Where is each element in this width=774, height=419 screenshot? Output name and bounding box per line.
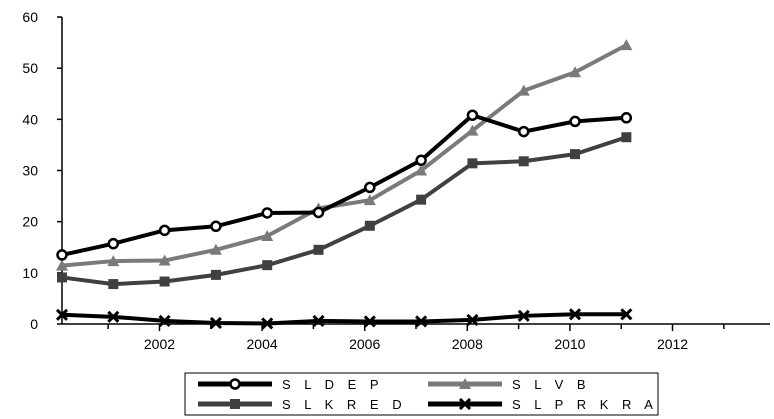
legend-item-slprkra: S L P R K R A (428, 397, 658, 412)
data-point-slprkra (568, 308, 582, 321)
legend-marker-sldep (229, 378, 241, 390)
legend: S L D E P S L V B S L K R E D S L P R K … (184, 372, 659, 416)
data-point-slprkra (466, 313, 479, 326)
data-point-slvb (620, 39, 633, 51)
series-slprkra (55, 308, 633, 330)
x-tick-label: 2010 (554, 336, 585, 352)
x-tick-label: 2004 (247, 336, 278, 352)
data-point-slkred (467, 158, 478, 169)
data-point-slvb (261, 229, 274, 241)
data-point-slkred (108, 279, 119, 290)
data-point-slvb (517, 84, 530, 96)
legend-marker-slprkra (458, 397, 472, 411)
data-point-slprkra (517, 309, 530, 322)
x-tick-label: 2006 (349, 336, 380, 352)
series-line-slvb (61, 43, 628, 268)
data-point-slkred (570, 149, 581, 160)
data-point-slprkra (415, 315, 428, 328)
data-point-slprkra (55, 308, 69, 321)
data-point-slvb (466, 124, 479, 136)
series-slkred (57, 132, 632, 290)
data-point-slkred (210, 269, 221, 280)
data-point-slprkra (209, 316, 222, 330)
x-tick-label: 2008 (452, 336, 483, 352)
series-sldep (56, 109, 633, 261)
data-point-sldep (569, 115, 581, 128)
series-line-slprkra (61, 312, 627, 326)
data-point-sldep (158, 224, 171, 237)
data-point-slvb (56, 259, 68, 271)
data-point-sldep (517, 125, 530, 138)
data-point-slkred (364, 220, 375, 231)
data-point-slvb (569, 66, 582, 78)
data-point-slvb (209, 243, 222, 255)
data-point-slprkra (312, 314, 325, 327)
y-tick-label: 20 (22, 214, 38, 230)
axes: 0 10 20 30 40 50 60 2002 2004 2006 2008 2010 2012 (22, 9, 770, 352)
series-line-sldep (61, 113, 627, 257)
data-point-sldep (312, 206, 325, 219)
series-layer (55, 39, 633, 330)
data-point-slkred (159, 276, 170, 287)
data-point-slvb (415, 164, 428, 176)
data-point-slkred (57, 272, 67, 283)
data-point-sldep (620, 112, 633, 124)
x-tick-label: 2002 (144, 336, 175, 352)
data-point-sldep (107, 237, 120, 250)
data-point-slkred (313, 244, 324, 255)
data-point-slkred (518, 156, 529, 167)
data-point-slvb (363, 194, 376, 206)
data-point-sldep (364, 181, 376, 194)
data-point-slprkra (107, 310, 120, 323)
legend-item-sldep: S L D E P (198, 377, 384, 392)
x-tick-label: 2012 (657, 336, 688, 352)
data-point-slvb (158, 254, 171, 266)
y-tick-label: 10 (22, 265, 38, 281)
data-point-slprkra (620, 308, 633, 321)
legend-box (184, 372, 659, 416)
y-tick-label: 40 (22, 111, 38, 127)
data-point-slkred (262, 260, 273, 271)
legend-label-slkred: S L K R E D (282, 397, 407, 412)
data-point-slkred (621, 132, 632, 143)
legend-item-slvb: S L V B (428, 377, 591, 392)
legend-label-slprkra: S L P R K R A (512, 397, 658, 412)
y-tick-label: 0 (30, 316, 38, 332)
data-point-sldep (415, 154, 427, 167)
y-tick-label: 60 (22, 9, 38, 25)
series-slvb (56, 39, 633, 271)
data-point-sldep (261, 207, 273, 219)
legend-marker-slvb (459, 378, 471, 389)
y-tick-label: 50 (22, 60, 38, 76)
data-point-slkred (416, 194, 427, 205)
y-tick-label: 30 (22, 163, 38, 179)
legend-item-slkred: S L K R E D (198, 397, 407, 412)
data-point-slvb (107, 255, 120, 267)
legend-label-slvb: S L V B (512, 377, 591, 392)
data-point-slprkra (158, 314, 171, 327)
data-point-sldep (466, 109, 479, 121)
series-line-slkred (61, 135, 627, 287)
data-point-sldep (210, 220, 222, 233)
data-point-slprkra (261, 317, 274, 330)
legend-label-sldep: S L D E P (282, 377, 384, 392)
data-point-slprkra (363, 315, 376, 328)
data-point-sldep (56, 249, 68, 261)
legend-marker-slkred (230, 399, 240, 409)
